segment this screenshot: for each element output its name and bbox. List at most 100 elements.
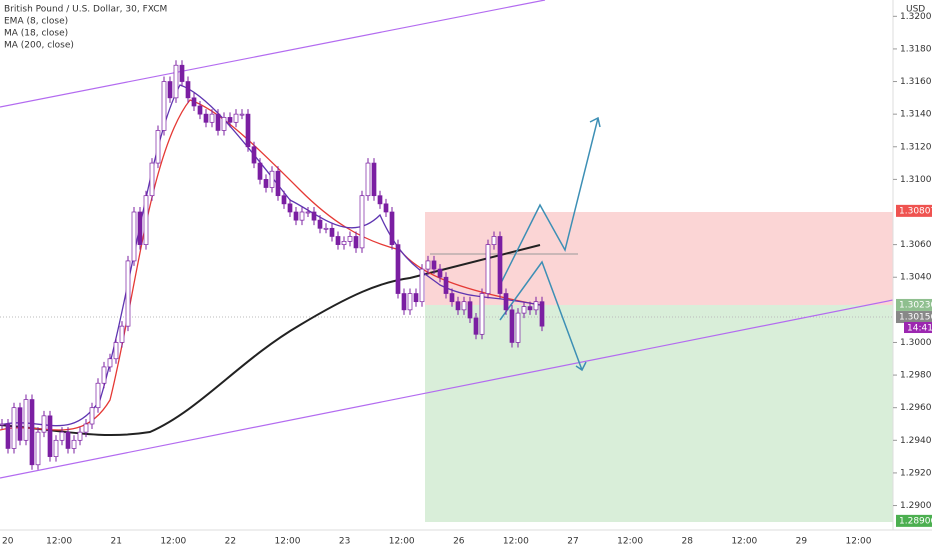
candle [149,162,155,197]
candle [485,244,491,294]
candle [323,227,329,230]
price-tag [896,311,932,324]
price-label: 1.31200 [900,142,932,152]
candle [413,293,419,303]
time-label: 27 [567,537,578,547]
candle [509,309,515,343]
time-label: 29 [796,537,808,547]
candle [17,407,23,441]
candle [215,113,221,131]
candle [533,301,539,311]
candle [389,211,395,245]
candle [263,179,269,188]
candle [191,97,197,107]
price-label: 1.31400 [900,110,932,120]
indicator-label: EMA (8, close) [4,17,68,27]
price-label: 1.32000 [900,12,932,22]
candle [401,293,407,311]
price-tag-label: 1.28906 [899,516,932,526]
candle [467,301,473,319]
candle [35,431,41,466]
candle [299,211,305,221]
candle [347,236,353,242]
price-label: 1.30400 [900,273,932,283]
time-label: 12:00 [160,537,186,547]
candle [431,260,437,270]
time-label: 12:00 [389,537,415,547]
candle [311,211,317,221]
candle [341,241,347,245]
candle [281,195,287,205]
candle [221,117,227,131]
indicator-label: MA (200, close) [4,41,74,51]
price-tag [896,514,932,527]
price-label: 1.29000 [900,501,932,511]
candle [137,211,143,245]
price-label: 1.29600 [900,403,932,413]
currency: USD [906,5,925,15]
price-label: 1.29400 [900,436,932,446]
arrow-down [499,260,587,372]
price-label: 1.30000 [900,338,932,348]
candle [5,423,11,449]
candle [47,415,53,457]
channel-lower [0,299,894,479]
candle [59,431,65,441]
candle [155,130,161,164]
price-tag-label: 1.30230 [899,300,932,310]
price-label: 1.29800 [900,371,932,381]
price-label: 1.29200 [900,468,932,478]
countdown-bg [904,322,932,334]
candle [443,276,449,294]
candle [317,219,323,229]
time-label: 23 [339,537,350,547]
candle [455,301,461,311]
candle [479,293,485,335]
time-label: 26 [453,537,465,547]
candle [437,268,443,278]
candle [359,195,365,249]
time-label: 28 [681,537,693,547]
candle [353,236,359,249]
candle [167,81,173,99]
candle [233,113,239,123]
candle [449,293,455,303]
candle [269,170,275,188]
candle [503,293,509,311]
candle [227,117,233,123]
arrow-up [499,116,601,286]
candle [197,105,203,115]
channel-upper [0,0,546,108]
symbol-title: British Pound / U.S. Dollar, 30, FXCM [4,5,167,15]
candle [179,64,185,82]
price-tag-label: 1.30156 [899,313,932,323]
candle [185,81,191,99]
candle [113,342,119,360]
candle [119,325,125,343]
candle [23,399,29,441]
time-label: 12:00 [731,537,757,547]
time-label: 12:00 [503,537,529,547]
candle [377,195,383,205]
loss-zone [425,212,893,305]
candle [101,366,107,384]
candle [239,113,245,116]
candle [143,195,149,245]
candle [107,358,113,368]
candle [293,211,299,221]
candle [365,162,371,197]
candle [515,312,521,343]
time-label: 12:00 [617,537,643,547]
candle [461,301,467,311]
countdown: 14:41 [907,324,932,334]
candle [275,170,281,197]
candle [29,399,35,466]
candle [173,64,179,99]
candle [497,236,503,294]
time-label: 21 [110,537,121,547]
candle [539,301,545,327]
candle [125,260,131,327]
candle [131,211,137,262]
time-label: 12:00 [46,537,72,547]
